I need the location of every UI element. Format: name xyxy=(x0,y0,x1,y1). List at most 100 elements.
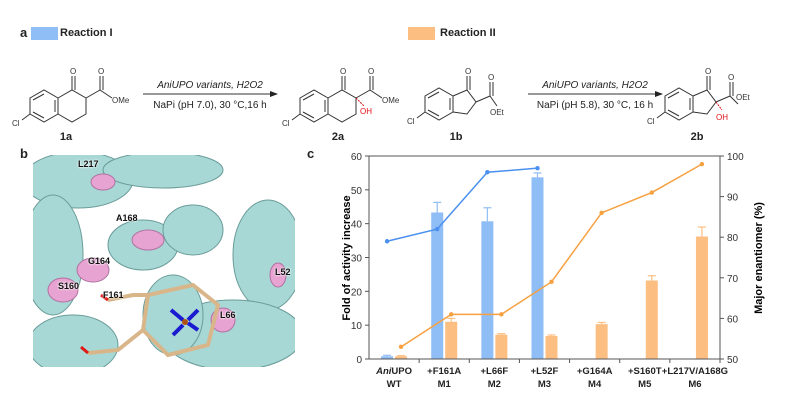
label-1b: 1b xyxy=(450,131,463,140)
o-1a-a: O xyxy=(70,67,76,76)
legend-label-reaction-1: Reaction I xyxy=(60,27,113,39)
y-tick-label-left: 20 xyxy=(351,287,363,298)
legend-swatch-reaction-2 xyxy=(408,27,435,40)
label-2b: 2b xyxy=(691,131,704,140)
ee-point xyxy=(384,239,390,244)
y-tick-label-left: 0 xyxy=(356,355,362,366)
activity-chart: 0 10 20 30 40 50 60 50 60 70 80 90 100 AniUPO WT +F161A… xyxy=(341,152,765,390)
molecule-2b xyxy=(656,76,739,121)
x-tick-label: +F161A xyxy=(427,366,461,377)
x-tick-label-rest: UPO xyxy=(391,366,412,377)
cl-2b: Cl xyxy=(647,117,655,126)
bar-reaction-2 xyxy=(545,335,558,359)
y-tick-label-left: 10 xyxy=(351,321,363,332)
molecule-1b xyxy=(416,76,498,121)
residue-label-f161: F161 xyxy=(103,290,124,300)
panel-label-c: c xyxy=(307,146,315,161)
molecule-1a xyxy=(21,76,113,123)
y-axis-label-right: Major enantiomer (%) xyxy=(753,202,765,314)
bar-reaction-2 xyxy=(495,334,508,359)
panel-label-a: a xyxy=(20,25,28,40)
y-tick-label-left: 30 xyxy=(351,254,363,265)
o-2a-a: O xyxy=(340,67,346,76)
y-tick-label-left: 50 xyxy=(351,186,363,197)
bar-reaction-1 xyxy=(431,212,444,359)
ee-point xyxy=(599,210,604,216)
y-tick-label-right: 80 xyxy=(727,233,739,244)
residue-label-l52: L52 xyxy=(275,267,291,277)
o-1b-a: O xyxy=(465,67,471,76)
residue-label-l66: L66 xyxy=(220,310,236,320)
label-2a: 2a xyxy=(332,131,345,140)
reaction-1-conditions-bottom: NaPi (pH 7.0), 30 °C,16 h xyxy=(153,100,267,111)
protein-structure-image xyxy=(33,155,295,367)
residue-label-a168: A168 xyxy=(116,213,138,223)
panel-label-b: b xyxy=(20,146,28,161)
ee-point xyxy=(398,344,404,350)
cl-1a: Cl xyxy=(12,119,20,128)
bars xyxy=(381,172,708,359)
residue-label-l217: L217 xyxy=(78,159,99,169)
ee-point xyxy=(449,312,454,317)
lines xyxy=(384,161,705,350)
x-tick-label: +L217V/A168G xyxy=(662,366,728,377)
x-tick-label: +G164A xyxy=(577,366,613,377)
x-tick-sublabel: M5 xyxy=(638,379,652,390)
ee-point xyxy=(499,312,504,317)
y-tick-label-left: 60 xyxy=(351,152,363,163)
bar-reaction-1 xyxy=(481,221,494,359)
y-tick-label-right: 70 xyxy=(727,274,739,285)
o-2b-a: O xyxy=(705,67,711,76)
x-tick-label-italic: Ani xyxy=(375,366,392,377)
bar-reaction-2 xyxy=(645,280,658,359)
x-tick-sublabel: M2 xyxy=(488,379,501,390)
legend-label-reaction-2: Reaction II xyxy=(440,27,496,39)
reaction-scheme: O O OMe Cl O O OMe OH Cl O O OEt Cl O O … xyxy=(12,67,751,140)
x-tick-sublabel: WT xyxy=(387,379,402,390)
x-tick-label: +L66F xyxy=(480,366,508,377)
ester-1a: OMe xyxy=(112,96,130,105)
o-1a-b: O xyxy=(98,67,104,76)
y-tick-label-left: 40 xyxy=(351,220,363,231)
ee-point xyxy=(435,226,440,232)
y-axis-label-left: Fold of activity increase xyxy=(341,195,353,320)
o-1b-b: O xyxy=(488,73,494,82)
y-tick-label-right: 60 xyxy=(727,314,739,325)
y-tick-label-right: 50 xyxy=(727,355,739,366)
x-tick-sublabel: M3 xyxy=(538,379,551,390)
ee-point xyxy=(699,161,705,167)
reaction-2-conditions-bottom: NaPi (pH 5.8), 30 °C, 16 h xyxy=(537,100,653,111)
x-tick-sublabel: M6 xyxy=(688,379,701,390)
ee-point xyxy=(549,279,554,285)
label-1a: 1a xyxy=(60,131,73,140)
residue-label-s160: S160 xyxy=(58,281,80,291)
ester-1b: OEt xyxy=(490,108,505,117)
o-2b-b: O xyxy=(728,73,734,82)
ee-line-reaction-1 xyxy=(386,167,538,242)
x-tick-label: +L52F xyxy=(531,366,559,377)
bar-reaction-1 xyxy=(531,177,544,359)
x-tick-sublabel: M1 xyxy=(438,379,452,390)
x-tick-sublabel: M4 xyxy=(588,379,602,390)
bar-reaction-2 xyxy=(445,321,458,359)
oh-2a: OH xyxy=(360,107,372,116)
bar-reaction-2 xyxy=(695,236,708,359)
oh-2b: OH xyxy=(716,113,728,122)
ee-point xyxy=(649,190,654,195)
x-tick-label: AniUPO xyxy=(375,366,412,377)
bar-reaction-2 xyxy=(595,324,608,359)
cl-2a: Cl xyxy=(282,119,290,128)
reaction-1-conditions-top: AniUPO variants, H2O2 xyxy=(156,80,263,91)
legend-swatch-reaction-1 xyxy=(31,27,58,40)
ester-2a: OMe xyxy=(382,96,400,105)
x-tick-label: +S160T xyxy=(628,366,662,377)
reaction-2-conditions-top: AniUPO variants, H2O2 xyxy=(541,80,648,91)
y-tick-label-right: 100 xyxy=(727,152,744,163)
bar-reaction-1 xyxy=(381,356,394,359)
ester-2b: OEt xyxy=(736,93,751,102)
axes xyxy=(368,155,721,360)
ee-point xyxy=(535,165,540,171)
cl-1b: Cl xyxy=(407,117,415,126)
y-tick-label-right: 90 xyxy=(727,193,739,204)
residue-label-g164: G164 xyxy=(88,256,111,266)
